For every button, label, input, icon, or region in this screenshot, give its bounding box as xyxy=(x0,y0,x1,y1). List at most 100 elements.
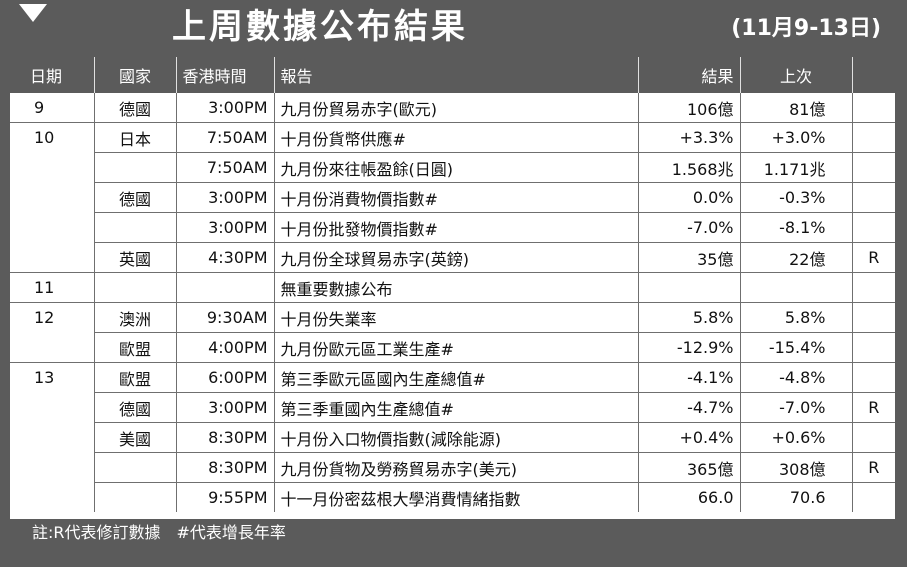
country-cell: 德國 xyxy=(93,392,176,423)
date-range: (11月9-13日) xyxy=(731,16,881,41)
day-cell xyxy=(10,393,94,423)
revision-flag-cell xyxy=(851,122,895,153)
day-cell xyxy=(10,423,94,453)
column-header-report: 報告 xyxy=(273,57,638,93)
country-cell: 德國 xyxy=(93,93,176,123)
revision-flag-cell xyxy=(851,482,895,512)
table-row: 德國 3:00PM 第三季重國內生產總值# -4.7% -7.0% R xyxy=(10,392,895,423)
country-cell: 日本 xyxy=(93,122,176,153)
day-cell xyxy=(10,183,94,213)
result-cell: -7.0% xyxy=(637,212,740,243)
country-cell: 英國 xyxy=(93,242,176,273)
time-cell: 6:00PM xyxy=(175,362,274,393)
day-cell xyxy=(10,483,94,513)
report-cell: 第三季歐元區國內生產總值# xyxy=(273,362,638,393)
result-cell: -12.9% xyxy=(637,332,740,363)
country-cell: 德國 xyxy=(93,182,176,213)
result-cell: +3.3% xyxy=(637,122,740,153)
table-row: 英國 4:30PM 九月份全球貿易赤字(英鎊) 35億 22億 R xyxy=(10,242,895,273)
revision-flag-cell xyxy=(851,93,895,123)
table-row: 9:55PM 十一月份密茲根大學消費情緒指數 66.0 70.6 xyxy=(10,482,895,513)
time-cell: 4:00PM xyxy=(175,332,274,363)
header-banner: 上周數據公布結果 (11月9-13日) xyxy=(0,0,907,57)
report-cell: 九月份來往帳盈餘(日圓) xyxy=(273,152,638,183)
report-cell: 九月份貨物及勞務貿易赤字(美元) xyxy=(273,452,638,483)
report-cell: 十月份入口物價指數(減除能源) xyxy=(273,422,638,453)
data-table-panel: 日期 國家 香港時間 報告 結果 上次 9 德國 3:00PM 九月份貿易赤字(歐元)… xyxy=(10,57,895,519)
day-cell xyxy=(10,153,94,183)
time-cell: 4:30PM xyxy=(175,242,274,273)
day-cell: 11 xyxy=(10,272,94,303)
revision-flag-cell xyxy=(851,362,895,393)
table-row: 12 澳洲 9:30AM 十月份失業率 5.8% 5.8% xyxy=(10,302,895,333)
previous-cell: -8.1% xyxy=(739,212,852,243)
table-row: 13 歐盟 6:00PM 第三季歐元區國內生產總值# -4.1% -4.8% xyxy=(10,362,895,393)
time-cell: 8:30PM xyxy=(175,452,274,483)
result-cell xyxy=(637,272,740,303)
footer-note: 註:R代表修訂數據 #代表增長年率 xyxy=(32,523,286,542)
result-cell: -4.1% xyxy=(637,362,740,393)
table-row: 9 德國 3:00PM 九月份貿易赤字(歐元) 106億 81億 xyxy=(10,93,895,123)
result-cell: +0.4% xyxy=(637,422,740,453)
country-cell: 美國 xyxy=(93,422,176,453)
result-cell: 106億 xyxy=(637,93,740,123)
time-cell: 9:30AM xyxy=(175,302,274,333)
time-cell: 3:00PM xyxy=(175,93,274,123)
report-cell: 十月份貨幣供應# xyxy=(273,122,638,153)
table-header-row: 日期 國家 香港時間 報告 結果 上次 xyxy=(10,57,895,93)
report-cell: 無重要數據公布 xyxy=(273,272,638,303)
table-row: 10 日本 7:50AM 十月份貨幣供應# +3.3% +3.0% xyxy=(10,122,895,153)
time-cell: 7:50AM xyxy=(175,152,274,183)
country-cell xyxy=(93,482,176,512)
day-cell: 10 xyxy=(34,128,55,148)
revision-flag-cell xyxy=(851,152,895,183)
time-cell: 3:00PM xyxy=(175,182,274,213)
result-cell: -4.7% xyxy=(637,392,740,423)
result-cell: 66.0 xyxy=(637,482,740,512)
previous-cell: +3.0% xyxy=(739,122,852,153)
triangle-marker-icon xyxy=(19,4,47,22)
time-cell: 3:00PM xyxy=(175,212,274,243)
previous-cell: -0.3% xyxy=(739,182,852,213)
revision-flag-cell xyxy=(851,212,895,243)
previous-cell: +0.6% xyxy=(739,422,852,453)
table-row: 美國 8:30PM 十月份入口物價指數(減除能源) +0.4% +0.6% xyxy=(10,422,895,453)
column-header-flag xyxy=(851,57,895,93)
revision-flag-cell xyxy=(851,332,895,363)
table-row: 7:50AM 九月份來往帳盈餘(日圓) 1.568兆 1.171兆 xyxy=(10,152,895,183)
column-header-hk-time: 香港時間 xyxy=(175,57,274,93)
time-cell: 9:55PM xyxy=(175,482,274,512)
previous-cell: 70.6 xyxy=(739,482,852,512)
previous-cell: 22億 xyxy=(739,242,852,273)
column-header-result: 結果 xyxy=(637,57,740,93)
result-cell: 5.8% xyxy=(637,302,740,333)
table-row: 8:30PM 九月份貨物及勞務貿易赤字(美元) 365億 308億 R xyxy=(10,452,895,483)
report-cell: 第三季重國內生產總值# xyxy=(273,392,638,423)
revision-flag-cell xyxy=(851,182,895,213)
country-cell: 歐盟 xyxy=(93,332,176,363)
day-cell: 13 xyxy=(34,368,55,388)
revision-flag-cell xyxy=(851,302,895,333)
day-cell xyxy=(10,332,94,363)
revision-flag-cell: R xyxy=(851,452,895,483)
country-cell xyxy=(93,212,176,243)
time-cell xyxy=(175,272,274,303)
time-cell: 8:30PM xyxy=(175,422,274,453)
result-cell: 35億 xyxy=(637,242,740,273)
day-cell xyxy=(10,242,94,273)
column-header-previous: 上次 xyxy=(739,57,852,93)
country-cell: 澳洲 xyxy=(93,302,176,333)
country-cell xyxy=(93,452,176,483)
result-cell: 0.0% xyxy=(637,182,740,213)
report-cell: 九月份全球貿易赤字(英鎊) xyxy=(273,242,638,273)
bottom-strip xyxy=(0,547,907,567)
report-cell: 九月份歐元區工業生產# xyxy=(273,332,638,363)
previous-cell: 1.171兆 xyxy=(739,152,852,183)
revision-flag-cell xyxy=(851,272,895,303)
result-cell: 1.568兆 xyxy=(637,152,740,183)
result-cell: 365億 xyxy=(637,452,740,483)
country-cell xyxy=(93,272,176,303)
previous-cell: 5.8% xyxy=(739,302,852,333)
previous-cell: 81億 xyxy=(739,93,852,123)
day-cell: 9 xyxy=(10,93,94,123)
